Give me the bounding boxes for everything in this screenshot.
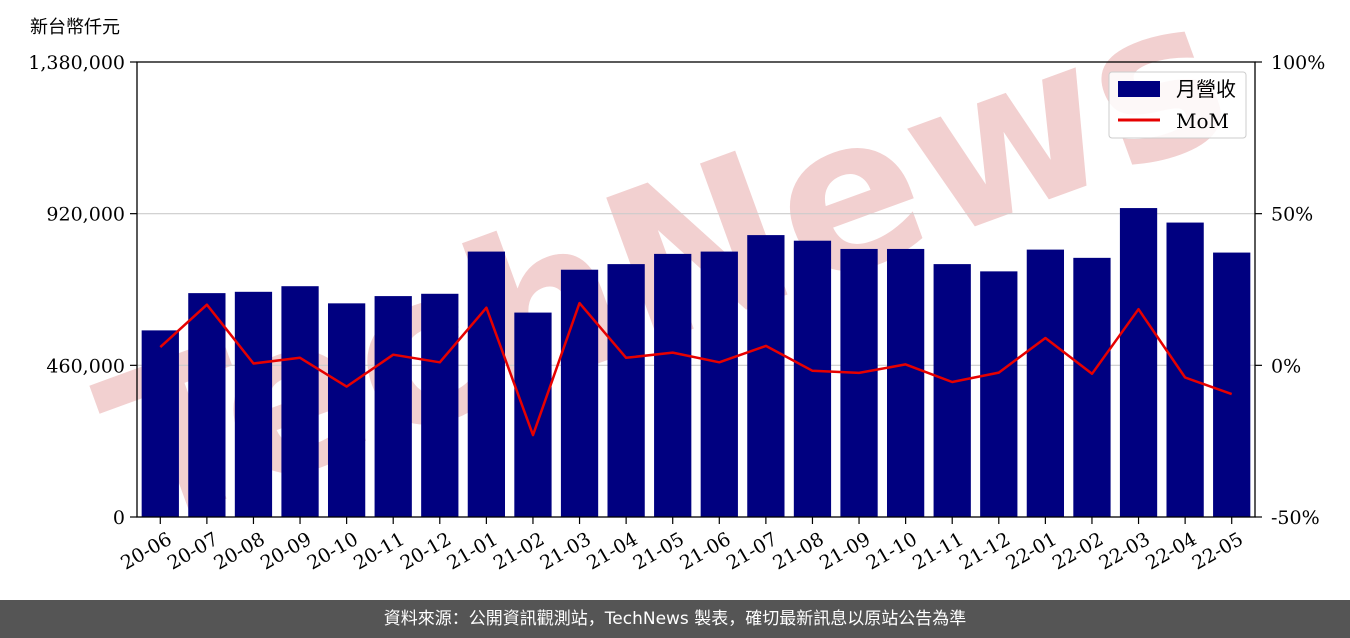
unit-label: 新台幣仟元 bbox=[30, 17, 120, 38]
y-axis-right: -50% 0% 50% 100% bbox=[1255, 52, 1325, 529]
bar-20-06 bbox=[141, 330, 179, 517]
bar-20-12 bbox=[421, 293, 459, 517]
x-tick-label: 20-10 bbox=[303, 528, 361, 574]
bar-21-10 bbox=[886, 248, 925, 517]
legend-line-label: MoM bbox=[1176, 109, 1229, 133]
bar-20-10 bbox=[327, 303, 366, 517]
bar-21-04 bbox=[607, 264, 645, 517]
source-footer: 資料來源：公開資訊觀測站，TechNews 製表，確切最新訊息以原站公告為準 bbox=[0, 600, 1350, 638]
x-tick-label: 22-02 bbox=[1049, 528, 1107, 574]
bar-20-09 bbox=[281, 286, 319, 517]
x-tick-label: 21-05 bbox=[630, 528, 688, 574]
bar-22-05 bbox=[1213, 252, 1251, 518]
bar-21-01 bbox=[467, 251, 506, 518]
bar-21-03 bbox=[560, 269, 599, 517]
x-tick-label: 21-09 bbox=[816, 528, 874, 574]
bar-21-09 bbox=[840, 248, 878, 517]
bar-21-07 bbox=[747, 235, 785, 517]
grid-lines bbox=[137, 213, 1255, 366]
x-tick-label: 21-11 bbox=[909, 528, 967, 574]
legend: 月營收 MoM bbox=[1108, 71, 1247, 139]
y-right-tick-label: -50% bbox=[1271, 507, 1320, 529]
bar-series bbox=[141, 208, 1251, 518]
legend-bar-label: 月營收 bbox=[1176, 77, 1236, 101]
bar-22-01 bbox=[1026, 249, 1065, 517]
x-tick-label: 21-08 bbox=[769, 528, 827, 574]
bar-22-04 bbox=[1166, 222, 1204, 517]
x-tick-label: 21-03 bbox=[536, 528, 594, 574]
x-tick-label: 20-12 bbox=[397, 528, 455, 574]
mom-line-series bbox=[159, 301, 1233, 437]
y-left-tick-label: 920,000 bbox=[46, 204, 125, 226]
x-tick-label: 21-06 bbox=[676, 528, 734, 574]
bar-22-03 bbox=[1119, 208, 1158, 518]
y-left-tick-label: 1,380,000 bbox=[28, 52, 125, 74]
y-right-tick-label: 0% bbox=[1271, 355, 1301, 377]
bar-21-02 bbox=[514, 312, 552, 517]
bar-21-06 bbox=[700, 251, 738, 518]
x-tick-label: 21-02 bbox=[490, 528, 548, 574]
y-right-tick-label: 50% bbox=[1271, 204, 1313, 226]
x-tick-label: 22-05 bbox=[1189, 528, 1247, 574]
x-tick-label: 21-10 bbox=[862, 528, 920, 574]
y-axis-left: 0 460,000 920,000 1,380,000 bbox=[28, 52, 137, 529]
bar-21-08 bbox=[793, 240, 832, 518]
bar-21-05 bbox=[654, 253, 692, 518]
bar-21-12 bbox=[980, 271, 1018, 517]
x-tick-label: 21-04 bbox=[583, 528, 641, 574]
y-right-tick-label: 100% bbox=[1271, 52, 1325, 74]
bar-20-11 bbox=[374, 296, 412, 517]
x-tick-label: 22-04 bbox=[1142, 528, 1200, 574]
mom-line bbox=[159, 301, 1233, 437]
x-tick-label: 20-11 bbox=[350, 528, 408, 574]
x-tick-label: 22-03 bbox=[1095, 528, 1153, 574]
plot-frame bbox=[136, 61, 1256, 518]
y-left-tick-label: 460,000 bbox=[46, 355, 125, 377]
x-tick-label: 21-01 bbox=[443, 528, 501, 574]
x-tick-label: 22-01 bbox=[1002, 528, 1060, 574]
bar-20-07 bbox=[188, 293, 226, 517]
y-left-tick-label: 0 bbox=[113, 507, 125, 529]
x-tick-label: 21-12 bbox=[956, 528, 1014, 574]
revenue-chart: TechNews 新台幣仟元 0460,000920,0001,380,000 … bbox=[28, 0, 1325, 577]
legend-bar-swatch bbox=[1118, 81, 1160, 97]
x-tick-label: 21-07 bbox=[723, 528, 781, 574]
bar-21-11 bbox=[933, 264, 971, 517]
bar-22-02 bbox=[1073, 257, 1111, 517]
bar-20-08 bbox=[234, 291, 273, 517]
